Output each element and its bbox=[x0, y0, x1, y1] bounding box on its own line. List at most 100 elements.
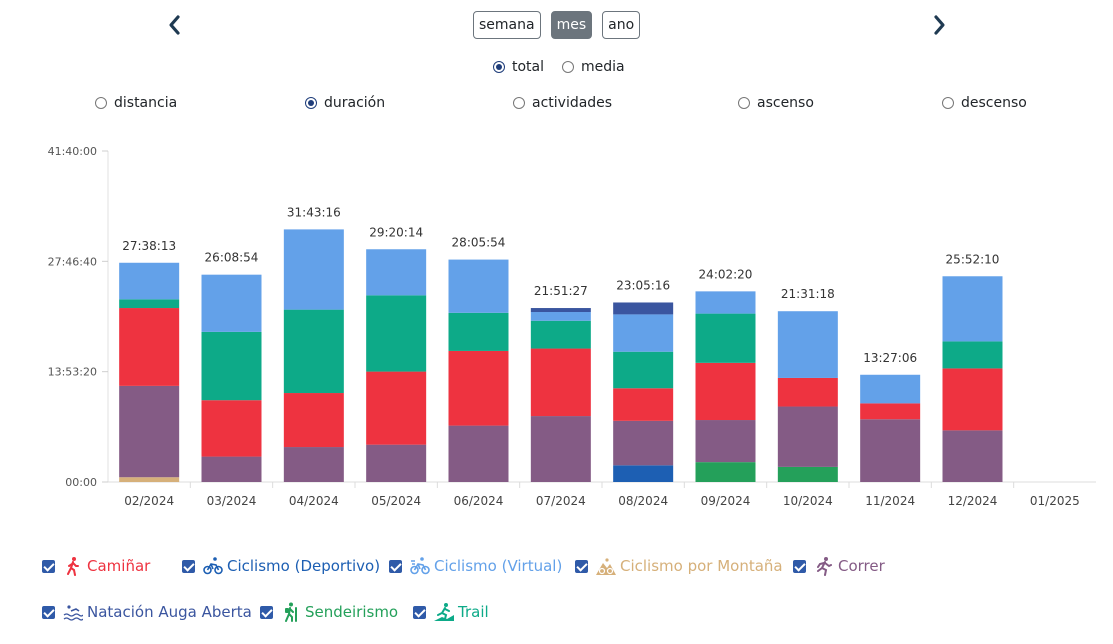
legend-natacion[interactable]: Natación Auga Aberta bbox=[42, 602, 252, 622]
checkbox[interactable] bbox=[42, 605, 55, 619]
checkbox[interactable] bbox=[575, 559, 588, 573]
metric-selector: distancia duración actividades ascenso d… bbox=[0, 93, 1113, 113]
legend-trail[interactable]: Trail bbox=[413, 602, 489, 622]
bar-segment bbox=[942, 430, 1003, 482]
checkbox[interactable] bbox=[389, 559, 402, 573]
bar-segment bbox=[695, 313, 756, 363]
radio-label: total bbox=[512, 59, 545, 75]
bar-segment bbox=[283, 393, 344, 448]
checkbox[interactable] bbox=[793, 559, 806, 573]
bar-segment bbox=[119, 299, 180, 309]
bar-segment bbox=[283, 447, 344, 482]
radio-label: distancia bbox=[114, 95, 178, 111]
radio-label: media bbox=[581, 59, 625, 75]
next-period-button[interactable] bbox=[927, 12, 951, 38]
running-icon bbox=[817, 557, 832, 576]
bar-segment bbox=[283, 229, 344, 310]
prev-period-button[interactable] bbox=[163, 12, 187, 38]
bar-segment bbox=[613, 314, 674, 352]
bar-segment bbox=[860, 419, 921, 482]
x-tick-label: 05/2024 bbox=[371, 494, 421, 508]
x-tick-label: 10/2024 bbox=[783, 494, 833, 508]
x-tick-label: 03/2024 bbox=[207, 494, 257, 508]
x-tick-label: 09/2024 bbox=[701, 494, 751, 508]
bar-segment bbox=[613, 420, 674, 466]
legend-label: Ciclismo (Deportivo) bbox=[227, 557, 381, 575]
y-tick-label: 27:46:40 bbox=[48, 255, 97, 268]
metric-duracion-radio[interactable]: duración bbox=[305, 95, 385, 111]
x-tick-label: 07/2024 bbox=[536, 494, 586, 508]
legend-label: Camiñar bbox=[87, 557, 151, 575]
bar-total-label: 29:20:14 bbox=[369, 225, 423, 239]
bar-segment bbox=[530, 348, 591, 417]
aggregation-media-radio[interactable]: media bbox=[562, 59, 625, 75]
bar-segment bbox=[448, 350, 509, 426]
x-tick-label: 01/2025 bbox=[1030, 494, 1080, 508]
bar-segment bbox=[777, 466, 838, 482]
bar-segment bbox=[283, 309, 344, 394]
bar-segment bbox=[613, 351, 674, 389]
bar-segment bbox=[119, 477, 180, 482]
legend-ciclismo-virtual[interactable]: Ciclismo (Virtual) bbox=[389, 556, 562, 576]
radio-indicator bbox=[305, 97, 317, 109]
bar-segment bbox=[530, 308, 591, 313]
legend-ciclismo-deportivo[interactable]: Ciclismo (Deportivo) bbox=[182, 556, 380, 576]
bar-segment bbox=[119, 262, 180, 300]
legend-label: Ciclismo por Montaña bbox=[620, 557, 783, 575]
checkbox[interactable] bbox=[42, 559, 55, 573]
metric-actividades-radio[interactable]: actividades bbox=[513, 95, 612, 111]
bar-segment bbox=[201, 456, 262, 482]
period-year-button[interactable]: ano bbox=[602, 11, 641, 39]
bar-total-label: 13:27:06 bbox=[863, 351, 917, 365]
bar-segment bbox=[942, 276, 1003, 342]
checkbox[interactable] bbox=[182, 559, 195, 573]
legend-label: Trail bbox=[458, 603, 489, 621]
checkbox[interactable] bbox=[260, 605, 273, 619]
bar-segment bbox=[366, 249, 427, 296]
bar-segment bbox=[201, 274, 262, 332]
metric-distancia-radio[interactable]: distancia bbox=[95, 95, 177, 111]
legend-label: Natación Auga Aberta bbox=[87, 603, 252, 621]
bar-segment bbox=[530, 416, 591, 482]
x-tick-label: 08/2024 bbox=[618, 494, 668, 508]
walking-icon bbox=[67, 557, 79, 576]
period-week-button[interactable]: semana bbox=[473, 11, 541, 39]
bar-segment bbox=[119, 308, 180, 386]
radio-indicator bbox=[513, 97, 525, 109]
legend-caminar[interactable]: Camiñar bbox=[42, 556, 150, 576]
bar-segment bbox=[201, 331, 262, 401]
hiking-icon bbox=[285, 602, 297, 622]
period-month-button[interactable]: mes bbox=[550, 11, 593, 39]
legend-ciclismo-montana[interactable]: Ciclismo por Montaña bbox=[575, 556, 783, 576]
bar-segment bbox=[777, 377, 838, 407]
trail-icon bbox=[434, 603, 454, 621]
checkbox[interactable] bbox=[413, 605, 426, 619]
aggregation-total-radio[interactable]: total bbox=[493, 59, 544, 75]
x-tick-label: 11/2024 bbox=[865, 494, 915, 508]
swimming-icon bbox=[63, 605, 83, 621]
bar-total-label: 27:38:13 bbox=[122, 239, 176, 253]
radio-label: ascenso bbox=[757, 95, 814, 111]
radio-indicator bbox=[493, 61, 505, 73]
radio-indicator bbox=[95, 97, 107, 109]
bar-segment bbox=[119, 385, 180, 478]
legend-correr[interactable]: Correr bbox=[793, 556, 885, 576]
bar-total-label: 24:02:20 bbox=[699, 267, 753, 281]
legend-sendeirismo[interactable]: Sendeirismo bbox=[260, 602, 398, 622]
bar-total-label: 31:43:16 bbox=[287, 205, 341, 219]
bar-segment bbox=[366, 371, 427, 445]
bar-segment bbox=[860, 403, 921, 420]
radio-label: actividades bbox=[532, 95, 613, 111]
x-tick-label: 04/2024 bbox=[289, 494, 339, 508]
y-tick-label: 13:53:20 bbox=[48, 366, 97, 379]
metric-descenso-radio[interactable]: descenso bbox=[942, 95, 1027, 111]
bar-total-label: 23:05:16 bbox=[616, 278, 670, 292]
radio-indicator bbox=[738, 97, 750, 109]
bar-total-label: 21:31:18 bbox=[781, 287, 835, 301]
bar-segment bbox=[366, 444, 427, 482]
bar-segment bbox=[448, 312, 509, 351]
x-tick-label: 02/2024 bbox=[124, 494, 174, 508]
metric-ascenso-radio[interactable]: ascenso bbox=[738, 95, 814, 111]
chevron-left-icon bbox=[169, 15, 180, 35]
bar-segment bbox=[201, 400, 262, 457]
